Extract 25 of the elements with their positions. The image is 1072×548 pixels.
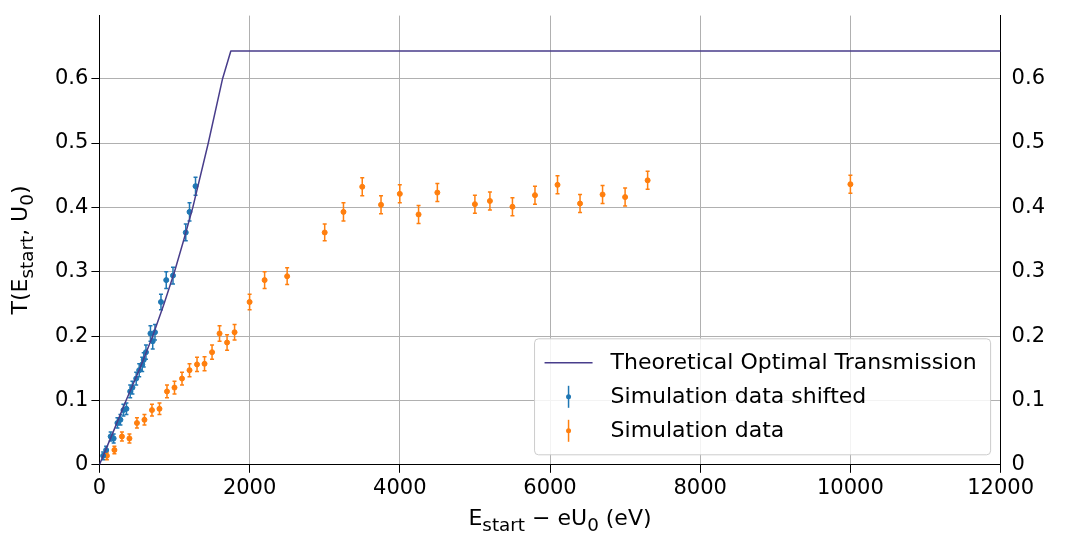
y-tick-label: 0.3 (54, 258, 89, 283)
y-tick-label: 0.2 (54, 322, 89, 347)
x-tick-label: 4000 (373, 474, 427, 499)
y2-tick-label: 0.1 (1011, 386, 1046, 411)
y-tick-label: 0.5 (54, 129, 89, 154)
x-tick-label: 8000 (673, 474, 727, 499)
y2-tick-label: 0 (1011, 451, 1025, 476)
y2-tick-label: 0.6 (1011, 65, 1046, 90)
y2-tick-label: 0.3 (1011, 258, 1046, 283)
x-tick-label: 2000 (222, 474, 277, 499)
y-tick-label: 0.1 (54, 386, 89, 411)
y-tick-label: 0.6 (54, 65, 89, 90)
x-tick-label: 12000 (967, 474, 1035, 499)
x-tick-label: 0 (92, 474, 107, 499)
x-axis-title: E$_{start}$ − eU$_{0}$ (eV) (468, 505, 652, 535)
y2-tick-label: 0.5 (1011, 129, 1046, 154)
x-tick-label: 10000 (817, 474, 884, 499)
y2-tick-label: 0.2 (1011, 322, 1046, 347)
legend-label: Theoretical Optimal Transmission (609, 348, 977, 374)
legend-label: Simulation data shifted (610, 382, 867, 408)
x-tick-label: 6000 (523, 474, 577, 499)
y-tick-label: 0.4 (54, 193, 89, 218)
legend-label: Simulation data (610, 416, 785, 442)
y2-tick-label: 0.4 (1011, 193, 1046, 218)
y-tick-label: 0 (75, 451, 89, 476)
